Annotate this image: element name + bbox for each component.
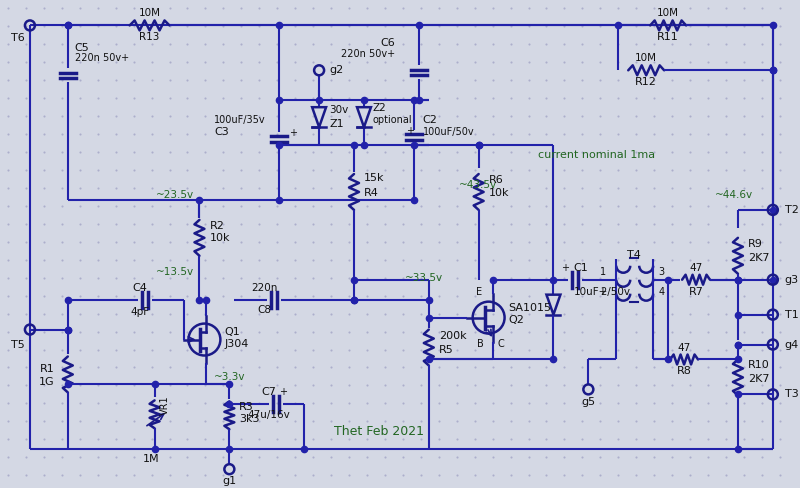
Text: R1: R1: [40, 365, 55, 374]
Text: J304: J304: [224, 339, 249, 348]
Text: optional: optional: [373, 115, 413, 125]
Text: 10k: 10k: [210, 233, 230, 243]
Text: C6: C6: [380, 39, 395, 48]
Text: +: +: [289, 128, 297, 138]
Text: R4: R4: [364, 188, 379, 198]
Text: C7: C7: [262, 387, 277, 397]
Text: VR1: VR1: [159, 396, 170, 415]
Text: C4: C4: [132, 283, 147, 293]
Text: 220n 50v+: 220n 50v+: [341, 49, 395, 60]
Text: Q1: Q1: [224, 326, 240, 337]
Text: current nominal 1ma: current nominal 1ma: [538, 150, 656, 160]
Text: B: B: [478, 339, 484, 348]
Text: R6: R6: [489, 175, 503, 185]
Text: R12: R12: [635, 77, 657, 87]
Text: T1: T1: [785, 309, 798, 320]
Text: 220n 50v+: 220n 50v+: [74, 53, 129, 63]
Text: C5: C5: [74, 43, 90, 53]
Text: +: +: [406, 126, 414, 136]
Text: R13: R13: [139, 32, 160, 42]
Text: 47: 47: [690, 263, 702, 273]
Text: ~13.5v: ~13.5v: [155, 267, 194, 277]
Text: 10k: 10k: [489, 188, 509, 198]
Text: R9: R9: [748, 239, 762, 249]
Text: 1G: 1G: [39, 377, 55, 387]
Text: 1: 1: [600, 267, 606, 277]
Text: 1M: 1M: [143, 454, 160, 464]
Text: g2: g2: [329, 65, 343, 75]
Text: 10M: 10M: [657, 8, 679, 19]
Text: ~43.5v: ~43.5v: [458, 180, 497, 190]
Text: 2K7: 2K7: [748, 253, 770, 263]
Text: T2: T2: [785, 205, 798, 215]
Text: Thet Feb 2021: Thet Feb 2021: [334, 425, 424, 438]
Text: 15k: 15k: [364, 173, 385, 183]
Text: g3: g3: [785, 275, 799, 285]
Text: 100uF/50v: 100uF/50v: [423, 127, 474, 137]
Text: C1: C1: [574, 263, 588, 273]
Text: g1: g1: [222, 476, 237, 486]
Text: 2: 2: [600, 286, 606, 297]
Text: Z2: Z2: [373, 103, 386, 113]
Text: g5: g5: [582, 397, 595, 407]
Text: T6: T6: [11, 33, 25, 43]
Text: 3k3: 3k3: [239, 414, 260, 425]
Text: C: C: [498, 339, 504, 348]
Text: E: E: [475, 286, 482, 297]
Text: T4: T4: [627, 250, 641, 260]
Text: Q2: Q2: [509, 315, 525, 325]
Text: C3: C3: [214, 127, 229, 137]
Text: 100uF/35v: 100uF/35v: [214, 115, 266, 125]
Text: C8: C8: [258, 305, 271, 315]
Text: R8: R8: [677, 366, 691, 376]
Text: Z1: Z1: [329, 119, 344, 129]
Text: 10M: 10M: [138, 8, 161, 19]
Text: +: +: [562, 263, 570, 273]
Text: T3: T3: [785, 389, 798, 399]
Text: 3: 3: [658, 267, 664, 277]
Text: 4: 4: [658, 286, 664, 297]
Text: R7: R7: [689, 286, 703, 297]
Text: R11: R11: [658, 32, 679, 42]
Text: 220n: 220n: [251, 283, 278, 293]
Text: g4: g4: [785, 340, 799, 349]
Text: ~33.5v: ~33.5v: [405, 273, 443, 283]
Text: 10M: 10M: [635, 53, 657, 63]
Text: 200k: 200k: [438, 330, 466, 341]
Text: 2K7: 2K7: [748, 374, 770, 385]
Text: ~44.6v: ~44.6v: [714, 190, 753, 200]
Text: R5: R5: [438, 345, 454, 354]
Text: ~3.3v: ~3.3v: [214, 372, 245, 383]
Text: 30v: 30v: [329, 105, 348, 115]
Text: R3: R3: [239, 402, 254, 412]
Text: R2: R2: [210, 221, 224, 231]
Text: R10: R10: [748, 361, 770, 370]
Text: 47u/16v: 47u/16v: [248, 410, 290, 420]
Text: C2: C2: [423, 115, 438, 125]
Text: 47: 47: [678, 343, 690, 352]
Text: +: +: [279, 387, 287, 397]
Text: SA1015: SA1015: [509, 303, 551, 313]
Text: 10uF+/50v: 10uF+/50v: [574, 286, 630, 297]
Text: 4pF: 4pF: [130, 306, 149, 317]
Text: ~23.5v: ~23.5v: [155, 190, 194, 200]
Text: T5: T5: [11, 340, 25, 349]
